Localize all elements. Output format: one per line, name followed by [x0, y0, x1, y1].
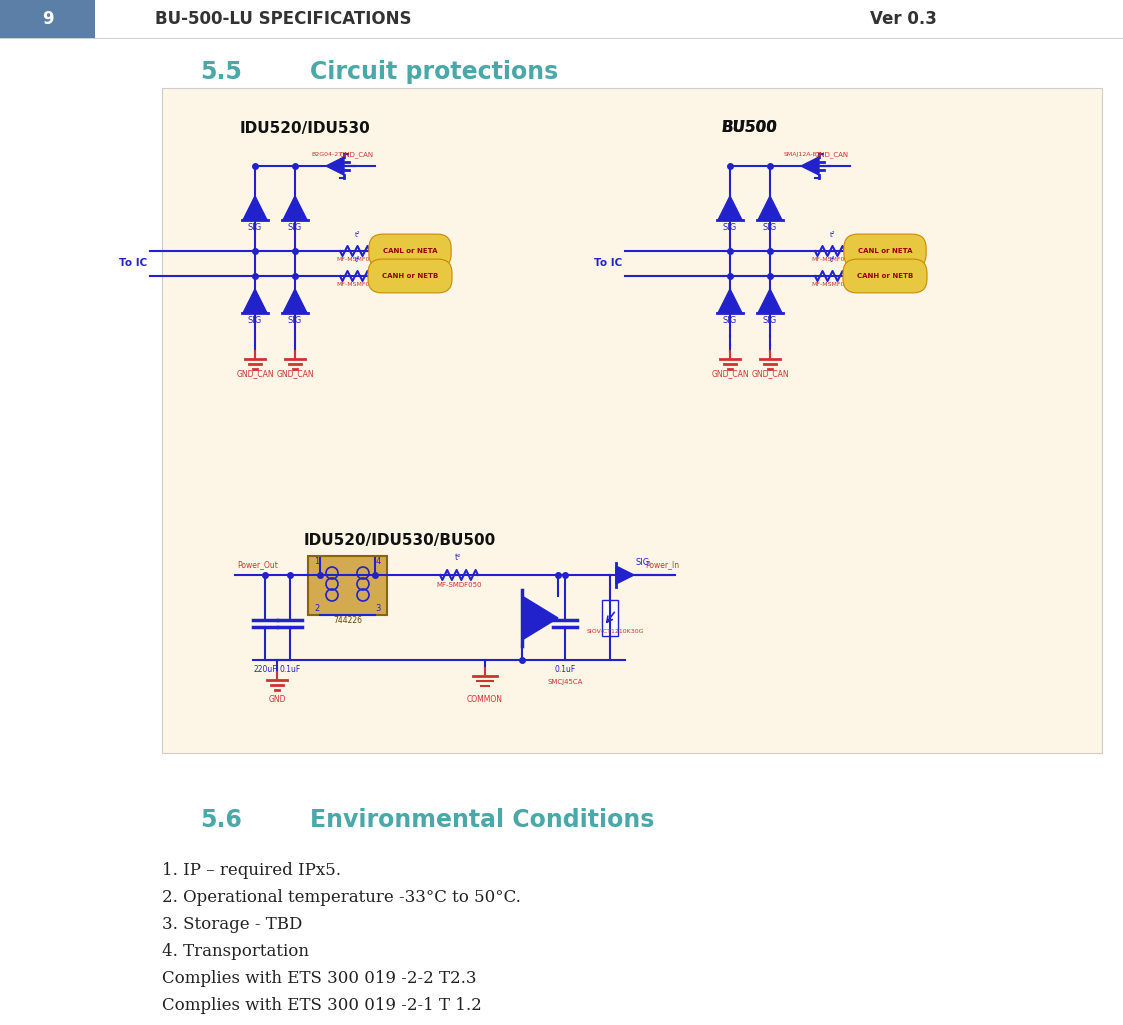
Text: IDU520/IDU530: IDU520/IDU530: [239, 121, 371, 135]
Text: SIG: SIG: [636, 558, 650, 567]
Text: SMAJ12A-E3: SMAJ12A-E3: [783, 152, 821, 157]
Text: Circuit protections: Circuit protections: [310, 60, 558, 84]
Text: SIG: SIG: [763, 223, 777, 232]
FancyBboxPatch shape: [308, 556, 387, 615]
Text: 220uF: 220uF: [253, 665, 276, 674]
Text: CANH or NETB: CANH or NETB: [382, 273, 438, 279]
Text: GND_CAN: GND_CAN: [751, 369, 788, 378]
Text: 5.6: 5.6: [200, 808, 241, 832]
Text: GND_CAN: GND_CAN: [711, 369, 749, 378]
Text: MF-SMDF050: MF-SMDF050: [436, 582, 482, 588]
Polygon shape: [617, 566, 634, 584]
Text: BU500: BU500: [722, 121, 778, 135]
Text: Power_In: Power_In: [645, 560, 679, 569]
Text: Ver 0.3: Ver 0.3: [870, 10, 937, 28]
Polygon shape: [283, 196, 307, 220]
Text: BU-500-LU SPECIFICATIONS: BU-500-LU SPECIFICATIONS: [155, 10, 411, 28]
Text: t²: t²: [355, 257, 360, 263]
Polygon shape: [326, 157, 344, 175]
Text: B2G04-2T: B2G04-2T: [311, 152, 343, 157]
Polygon shape: [243, 196, 267, 220]
Text: GND_CAN: GND_CAN: [340, 151, 374, 158]
Text: SMCJ45CA: SMCJ45CA: [547, 679, 583, 685]
Text: SIG: SIG: [248, 316, 262, 325]
Polygon shape: [758, 289, 782, 313]
Bar: [162, 88, 1102, 753]
Text: SIG: SIG: [763, 316, 777, 325]
Text: 4: 4: [376, 557, 381, 566]
Text: SIG: SIG: [723, 223, 737, 232]
Text: 2: 2: [314, 604, 319, 613]
Polygon shape: [801, 157, 819, 175]
Text: 3. Storage - TBD: 3. Storage - TBD: [162, 916, 302, 933]
Polygon shape: [522, 596, 558, 640]
Polygon shape: [243, 289, 267, 313]
Text: Complies with ETS 300 019 -2-1 T 1.2: Complies with ETS 300 019 -2-1 T 1.2: [162, 997, 482, 1014]
Text: GND_CAN: GND_CAN: [276, 369, 313, 378]
Text: CANH or NETB: CANH or NETB: [857, 273, 913, 279]
Polygon shape: [283, 289, 307, 313]
Text: 2. Operational temperature -33°C to 50°C.: 2. Operational temperature -33°C to 50°C…: [162, 889, 521, 906]
Text: BU500: BU500: [722, 121, 778, 135]
Bar: [602, 600, 618, 636]
Text: 9: 9: [43, 10, 54, 28]
Bar: [0, 0, 95, 38]
Polygon shape: [718, 196, 742, 220]
Text: To IC: To IC: [594, 258, 622, 268]
Text: GND_CAN: GND_CAN: [815, 151, 849, 158]
Text: t²: t²: [355, 232, 360, 238]
Text: IDU520/IDU530/BU500: IDU520/IDU530/BU500: [304, 533, 496, 547]
Text: 4. Transportation: 4. Transportation: [162, 943, 309, 960]
Text: 744226: 744226: [334, 616, 362, 625]
Text: MF-MSMF010-2: MF-MSMF010-2: [811, 282, 859, 287]
Text: CANL or NETA: CANL or NETA: [383, 248, 437, 254]
Text: SIG: SIG: [723, 316, 737, 325]
Text: CANL or NETA: CANL or NETA: [858, 248, 912, 254]
Text: MF-MSMF010-2: MF-MSMF010-2: [811, 257, 859, 262]
Text: SIG: SIG: [287, 223, 302, 232]
Text: Complies with ETS 300 019 -2-2 T2.3: Complies with ETS 300 019 -2-2 T2.3: [162, 970, 476, 987]
Text: SIOV-CT1210K30G: SIOV-CT1210K30G: [586, 629, 643, 634]
Text: Power_Out: Power_Out: [237, 560, 277, 569]
Text: SIG: SIG: [287, 316, 302, 325]
Text: GND_CAN: GND_CAN: [236, 369, 274, 378]
Text: To IC: To IC: [119, 258, 147, 268]
Text: 5.5: 5.5: [200, 60, 241, 84]
Text: 3: 3: [375, 604, 381, 613]
Text: 1: 1: [314, 557, 319, 566]
Text: t²: t²: [830, 257, 836, 263]
Text: Environmental Conditions: Environmental Conditions: [310, 808, 655, 832]
Text: 0.1uF: 0.1uF: [555, 665, 576, 674]
Text: MF-MSMF010-2: MF-MSMF010-2: [336, 282, 384, 287]
Text: t²: t²: [455, 554, 462, 562]
Text: 0.1uF: 0.1uF: [280, 665, 301, 674]
Polygon shape: [758, 196, 782, 220]
Text: SIG: SIG: [248, 223, 262, 232]
Text: 1. IP – required IPx5.: 1. IP – required IPx5.: [162, 862, 341, 879]
Text: GND: GND: [268, 695, 285, 704]
Polygon shape: [718, 289, 742, 313]
Text: COMMON: COMMON: [467, 695, 503, 704]
Text: t²: t²: [830, 232, 836, 238]
Text: MF-MSMF010-2: MF-MSMF010-2: [336, 257, 384, 262]
